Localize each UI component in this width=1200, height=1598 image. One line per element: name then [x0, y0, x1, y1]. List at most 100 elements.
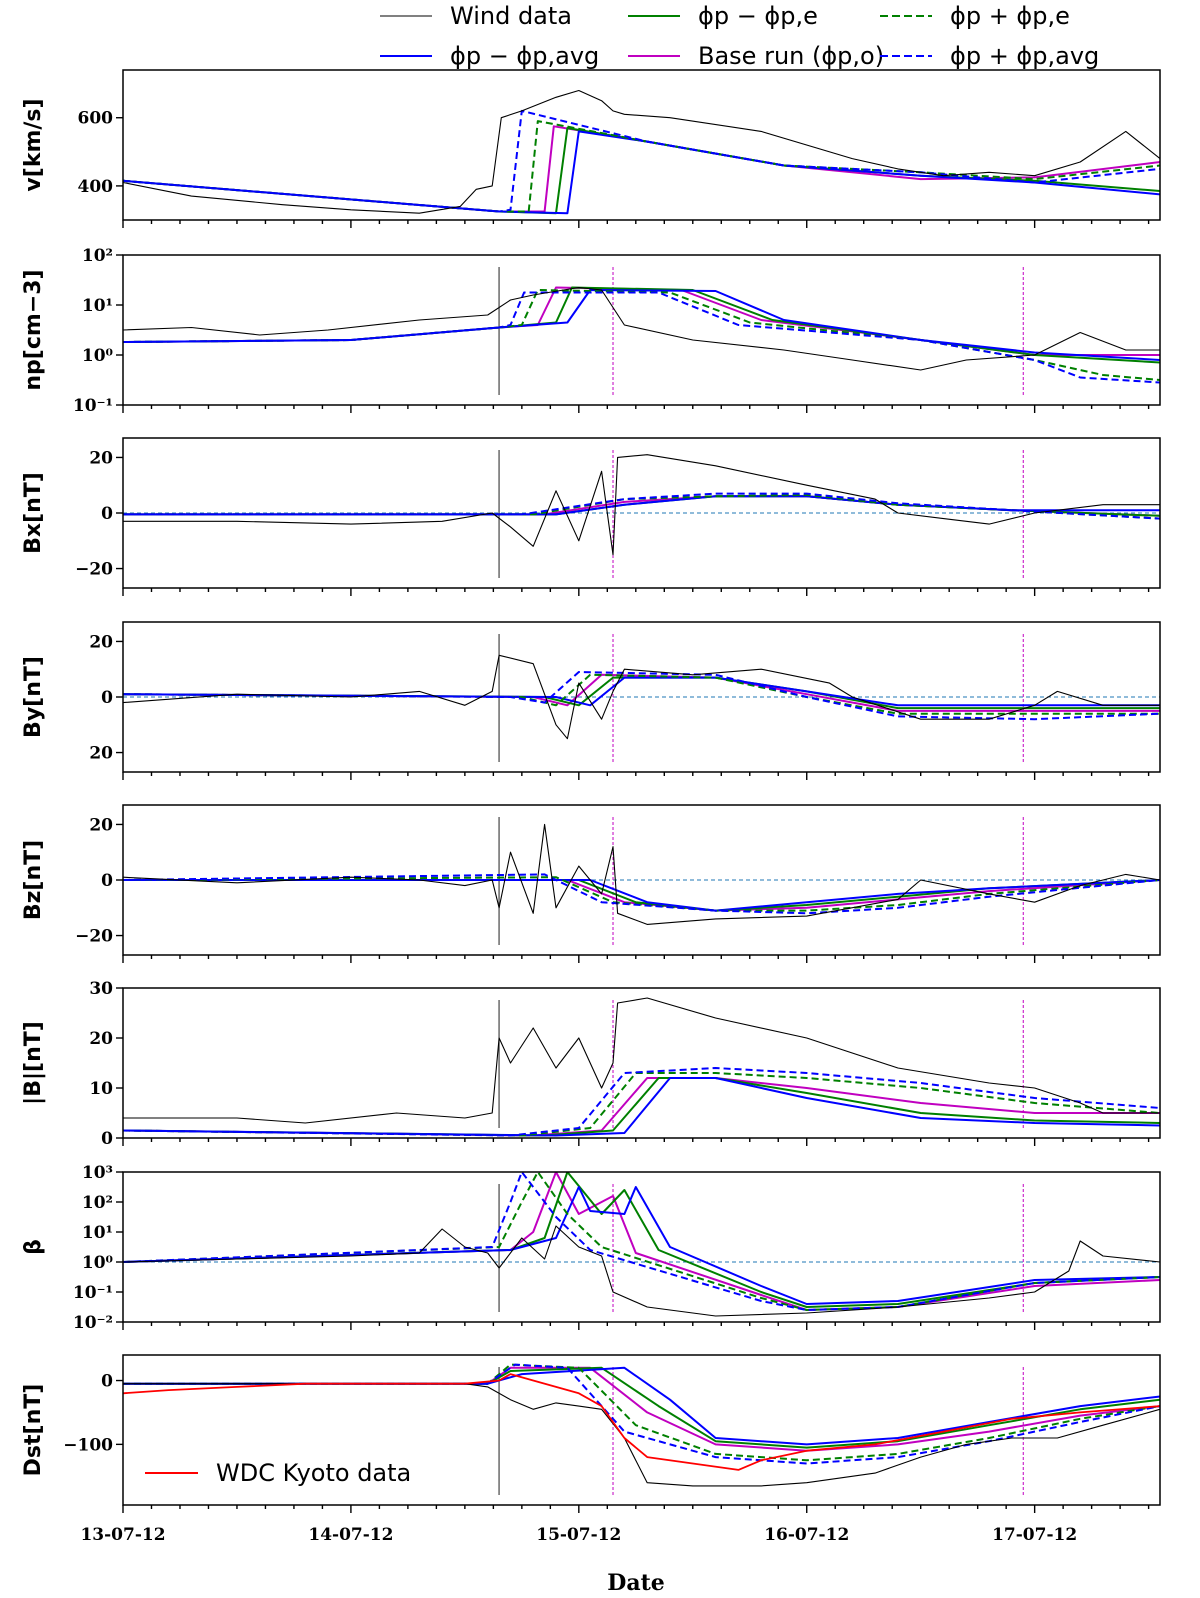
- y-tick-label: −20: [75, 560, 113, 580]
- y-tick-label: 10³: [82, 1163, 113, 1183]
- series-wdc-kyoto: [123, 1373, 1160, 1471]
- panel-frame: [122, 69, 1161, 221]
- series-magenta: [123, 673, 1160, 712]
- series-magenta: [123, 286, 1160, 356]
- series-blue-dash: [123, 873, 1160, 915]
- panel-by: 20 0 20 By[nT]: [21, 621, 1161, 780]
- series-blue-solid: [123, 676, 1160, 707]
- x-tick-label: 16-07-12: [764, 1525, 849, 1545]
- y-tick-label: 600: [78, 109, 114, 129]
- kyoto-legend-label: WDC Kyoto data: [216, 1459, 411, 1487]
- y-tick-label: 0: [101, 504, 113, 524]
- panel-frame: [122, 987, 1161, 1139]
- y-axis-label: Bx[nT]: [21, 472, 46, 554]
- series-blue-dash: [123, 291, 1160, 384]
- series-green-solid: [123, 286, 1160, 364]
- y-axis-label: np[cm−3]: [21, 269, 46, 390]
- series-blue-dash: [123, 1067, 1160, 1137]
- series-blue-solid: [123, 1366, 1160, 1446]
- y-tick-label: 10⁻¹: [73, 396, 113, 416]
- y-axis-label: By[nT]: [21, 656, 46, 738]
- legend: Wind data ϕp − ϕp,avg ϕp − ϕp,e Base run (ϕ…: [380, 2, 1099, 70]
- series-green-dash: [123, 120, 1160, 213]
- series-magenta: [123, 1366, 1160, 1452]
- series-blue-dash: [123, 1363, 1160, 1465]
- y-tick-label: 0: [101, 871, 113, 891]
- panel-frame: [122, 1354, 1161, 1506]
- x-axis-label: Date: [607, 1570, 665, 1596]
- panel-beta: 10⁻² 10⁻¹ 10⁰ 10¹ 10² 10³ β: [21, 1163, 1161, 1333]
- series-blue-solid: [123, 130, 1160, 215]
- x-tick-label: 14-07-12: [308, 1525, 393, 1545]
- y-tick-label: 10¹: [82, 1223, 113, 1243]
- y-tick-label: 0: [101, 1129, 113, 1149]
- legend-label: ϕp − ϕp,e: [698, 2, 818, 30]
- series-blue-solid: [123, 879, 1160, 912]
- y-tick-label: 10⁻¹: [73, 1283, 113, 1303]
- series-wind-data: [123, 1225, 1160, 1317]
- y-tick-label: 10¹: [82, 296, 113, 316]
- y-tick-label: 30: [89, 979, 113, 999]
- series-green-solid: [123, 1366, 1160, 1449]
- legend-label: ϕp + ϕp,avg: [950, 42, 1099, 70]
- y-tick-label: 10²: [82, 246, 113, 266]
- y-axis-label: |B|[nT]: [21, 1021, 46, 1105]
- legend-label: ϕp − ϕp,avg: [450, 42, 599, 70]
- series-blue-solid: [123, 1186, 1160, 1305]
- y-tick-label: 10⁻²: [73, 1313, 113, 1333]
- panel-frame: [122, 1171, 1161, 1323]
- y-tick-label: −100: [63, 1435, 113, 1455]
- series-green-dash: [123, 1172, 1160, 1311]
- y-axis-label: Dst[nT]: [21, 1384, 46, 1477]
- y-tick-label: 400: [78, 177, 114, 197]
- series-green-dash: [123, 1363, 1160, 1462]
- x-tick-label: 15-07-12: [536, 1525, 621, 1545]
- series-wind-data: [123, 997, 1160, 1124]
- panel-frame: [122, 254, 1161, 406]
- y-tick-label: 20: [89, 815, 113, 835]
- y-tick-label: 10: [89, 1079, 113, 1099]
- y-tick-label: 20: [89, 448, 113, 468]
- y-tick-label: 10⁰: [82, 1253, 113, 1273]
- series-magenta: [123, 1077, 1160, 1137]
- panel-dst: WDC Kyoto data −100 0 Dst[nT]: [21, 1354, 1161, 1513]
- series-green-dash: [123, 289, 1160, 381]
- series-wind-data: [123, 454, 1160, 556]
- series-magenta: [123, 125, 1160, 213]
- series-wind-data: [123, 89, 1160, 214]
- y-tick-label: 20: [89, 744, 113, 764]
- x-tick-label: 13-07-12: [80, 1525, 165, 1545]
- x-tick-label: 17-07-12: [992, 1525, 1077, 1545]
- y-tick-label: 0: [101, 1372, 113, 1392]
- panel-bx: −20 0 20 Bx[nT]: [21, 437, 1161, 596]
- legend-label: Wind data: [450, 2, 572, 30]
- series-magenta: [123, 879, 1160, 912]
- series-green-dash: [123, 673, 1160, 715]
- panel-bz: −20 0 20 Bz[nT]: [21, 804, 1161, 963]
- series-wind-data: [123, 823, 1160, 925]
- y-tick-label: 10²: [82, 1193, 113, 1213]
- y-tick-label: 0: [101, 688, 113, 708]
- series-green-solid: [123, 676, 1160, 710]
- series-green-solid: [123, 1172, 1160, 1308]
- series-green-dash: [123, 1072, 1160, 1137]
- series-wind-data: [123, 286, 1160, 371]
- panel-np: 10⁻¹ 10⁰ 10¹ 10² np[cm−3]: [21, 246, 1161, 416]
- series-green-dash: [123, 876, 1160, 912]
- series-wind-data: [123, 1383, 1160, 1487]
- series-blue-solid: [123, 1077, 1160, 1137]
- series-blue-dash: [123, 492, 1160, 520]
- y-axis-label: Bz[nT]: [21, 840, 46, 920]
- panel-b: 0 10 20 30 |B|[nT]: [21, 979, 1161, 1149]
- series-blue-dash: [123, 671, 1160, 721]
- series-blue-dash: [123, 109, 1160, 213]
- y-axis-label: β: [21, 1239, 46, 1255]
- y-tick-label: 10⁰: [82, 346, 113, 366]
- legend-label: ϕp + ϕp,e: [950, 2, 1070, 30]
- panel-v: 400 600 v[km/s]: [21, 69, 1161, 228]
- y-tick-label: 20: [89, 1029, 113, 1049]
- series-green-solid: [123, 1077, 1160, 1137]
- y-axis-label: v[km/s]: [21, 98, 46, 191]
- y-tick-label: 20: [89, 632, 113, 652]
